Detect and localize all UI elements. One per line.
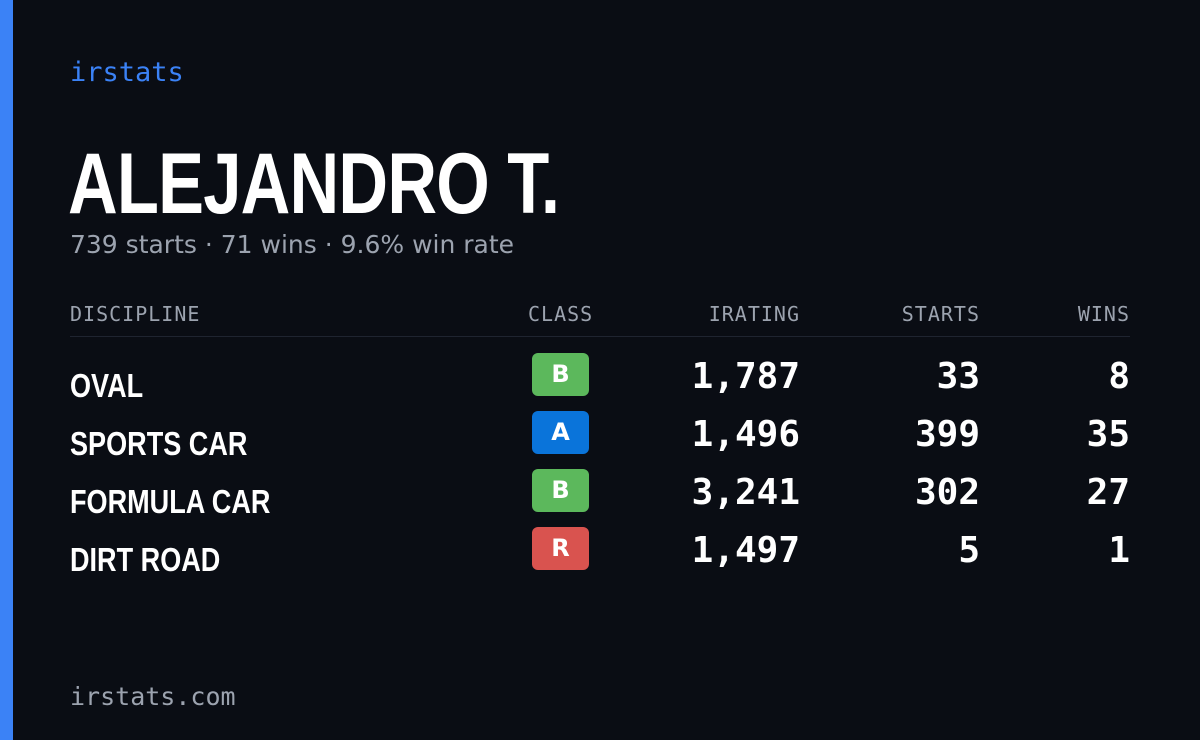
driver-name: ALEJANDRO T. xyxy=(68,136,560,232)
wins-value: 8 xyxy=(1108,356,1130,397)
class-badge: A xyxy=(532,411,589,454)
starts-value: 302 xyxy=(914,472,980,513)
discipline-name: DIRT ROAD xyxy=(70,541,221,578)
table-header: DISCIPLINE CLASS IRATING STARTS WINS xyxy=(70,298,1130,337)
header-class: CLASS xyxy=(528,302,594,326)
starts-value: 33 xyxy=(936,356,980,397)
table-body: OVAL B 1,787 33 8 SPORTS CAR A 1,496 399… xyxy=(70,337,1130,585)
brand-logo: irstats xyxy=(70,57,184,88)
header-discipline: DISCIPLINE xyxy=(70,302,201,326)
table-row: OVAL B 1,787 33 8 xyxy=(70,353,1130,411)
wins-value: 35 xyxy=(1086,414,1130,455)
irating-value: 1,787 xyxy=(691,356,800,397)
header-irating: IRATING xyxy=(708,302,800,326)
irating-value: 1,496 xyxy=(691,414,800,455)
class-badge: B xyxy=(532,469,589,512)
header-starts: STARTS xyxy=(901,302,980,326)
accent-bar xyxy=(0,0,13,740)
discipline-name: FORMULA CAR xyxy=(70,483,271,520)
irating-value: 1,497 xyxy=(691,530,800,571)
table-row: FORMULA CAR B 3,241 302 27 xyxy=(70,469,1130,527)
table-row: SPORTS CAR A 1,496 399 35 xyxy=(70,411,1130,469)
driver-summary: 739 starts · 71 wins · 9.6% win rate xyxy=(70,230,515,259)
class-badge: R xyxy=(532,527,589,570)
irating-value: 3,241 xyxy=(691,472,800,513)
wins-value: 27 xyxy=(1086,472,1130,513)
wins-value: 1 xyxy=(1108,530,1130,571)
starts-value: 399 xyxy=(914,414,980,455)
discipline-table: DISCIPLINE CLASS IRATING STARTS WINS OVA… xyxy=(70,298,1130,585)
footer-url: irstats.com xyxy=(70,682,236,711)
table-row: DIRT ROAD R 1,497 5 1 xyxy=(70,527,1130,585)
discipline-name: SPORTS CAR xyxy=(70,425,248,462)
discipline-name: OVAL xyxy=(70,367,144,404)
header-wins: WINS xyxy=(1077,302,1130,326)
class-badge: B xyxy=(532,353,589,396)
starts-value: 5 xyxy=(958,530,980,571)
